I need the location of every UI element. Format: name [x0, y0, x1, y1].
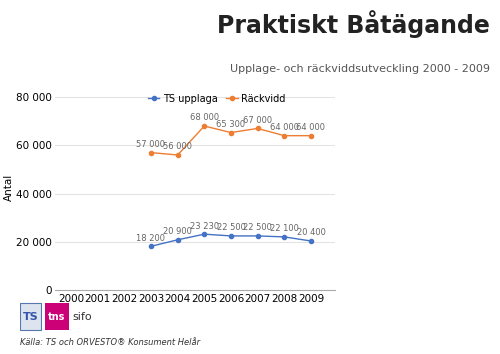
Text: 56 000: 56 000	[163, 142, 192, 152]
Text: 64 000: 64 000	[270, 123, 299, 132]
Text: sifo: sifo	[72, 312, 92, 322]
Text: Praktiskt Båtägande: Praktiskt Båtägande	[217, 11, 490, 39]
Text: 67 000: 67 000	[243, 116, 272, 125]
Text: 64 000: 64 000	[296, 123, 326, 132]
Text: 22 100: 22 100	[270, 224, 299, 233]
Text: 22 500: 22 500	[216, 223, 246, 232]
Text: tns: tns	[48, 312, 66, 322]
Legend: TS upplaga, Räckvidd: TS upplaga, Räckvidd	[144, 90, 290, 108]
Text: 20 900: 20 900	[163, 227, 192, 236]
Text: Upplage- och räckviddsutveckling 2000 - 2009: Upplage- och räckviddsutveckling 2000 - …	[230, 64, 490, 74]
Text: 65 300: 65 300	[216, 120, 246, 129]
Y-axis label: Antal: Antal	[4, 174, 14, 201]
Text: 57 000: 57 000	[136, 140, 166, 149]
Text: TS: TS	[22, 312, 38, 322]
Text: 20 400: 20 400	[296, 228, 326, 238]
Text: 23 230: 23 230	[190, 222, 219, 230]
Text: Källa: TS och ORVESTO® Konsument Helår: Källa: TS och ORVESTO® Konsument Helår	[20, 338, 200, 347]
Text: 68 000: 68 000	[190, 113, 219, 122]
Bar	[20, 303, 41, 330]
Bar	[45, 303, 69, 330]
Text: 22 500: 22 500	[243, 223, 272, 232]
Text: 18 200: 18 200	[136, 234, 166, 243]
